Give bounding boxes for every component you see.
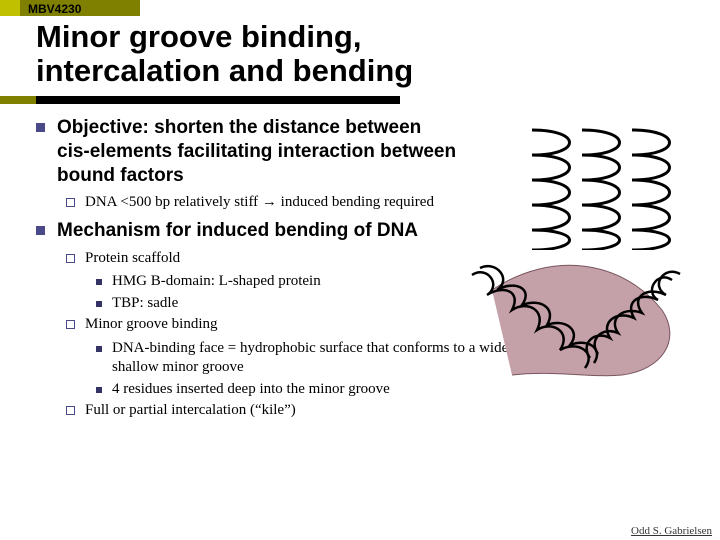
sub-intercalation: Full or partial intercalation (“kile”)	[66, 401, 684, 421]
hollow-square-icon	[66, 406, 75, 415]
square-bullet-icon	[36, 123, 45, 132]
hollow-square-icon	[66, 254, 75, 263]
small-square-icon	[96, 301, 102, 307]
author-footer: Odd S. Gabrielsen	[631, 525, 712, 537]
mechanism-text: Mechanism for induced bending of DNA	[57, 219, 418, 243]
objective-text: Objective: shorten the distance between …	[57, 116, 457, 187]
hollow-square-icon	[66, 320, 75, 329]
square-bullet-icon	[36, 226, 45, 235]
intercalation-text: Full or partial intercalation (“kile”)	[85, 401, 296, 421]
protein-scaffold-text: Protein scaffold	[85, 249, 180, 269]
dna-bent-illustration	[452, 260, 692, 390]
slide-title: Minor groove binding, intercalation and …	[0, 16, 720, 96]
residues-text: 4 residues inserted deep into the minor …	[112, 380, 390, 400]
dna-stiff-text: DNA <500 bp relatively stiff → induced b…	[85, 193, 434, 213]
tbp-text: TBP: sadle	[112, 294, 178, 314]
title-underline	[0, 96, 720, 104]
hmg-text: HMG B-domain: L-shaped protein	[112, 272, 321, 292]
small-square-icon	[96, 346, 102, 352]
small-square-icon	[96, 279, 102, 285]
hollow-square-icon	[66, 198, 75, 207]
title-line2: intercalation and bending	[36, 53, 413, 88]
course-code: MBV4230	[20, 0, 89, 16]
minor-groove-text: Minor groove binding	[85, 315, 218, 335]
small-square-icon	[96, 387, 102, 393]
dna-straight-illustration	[522, 120, 692, 250]
title-line1: Minor groove binding,	[36, 19, 361, 54]
